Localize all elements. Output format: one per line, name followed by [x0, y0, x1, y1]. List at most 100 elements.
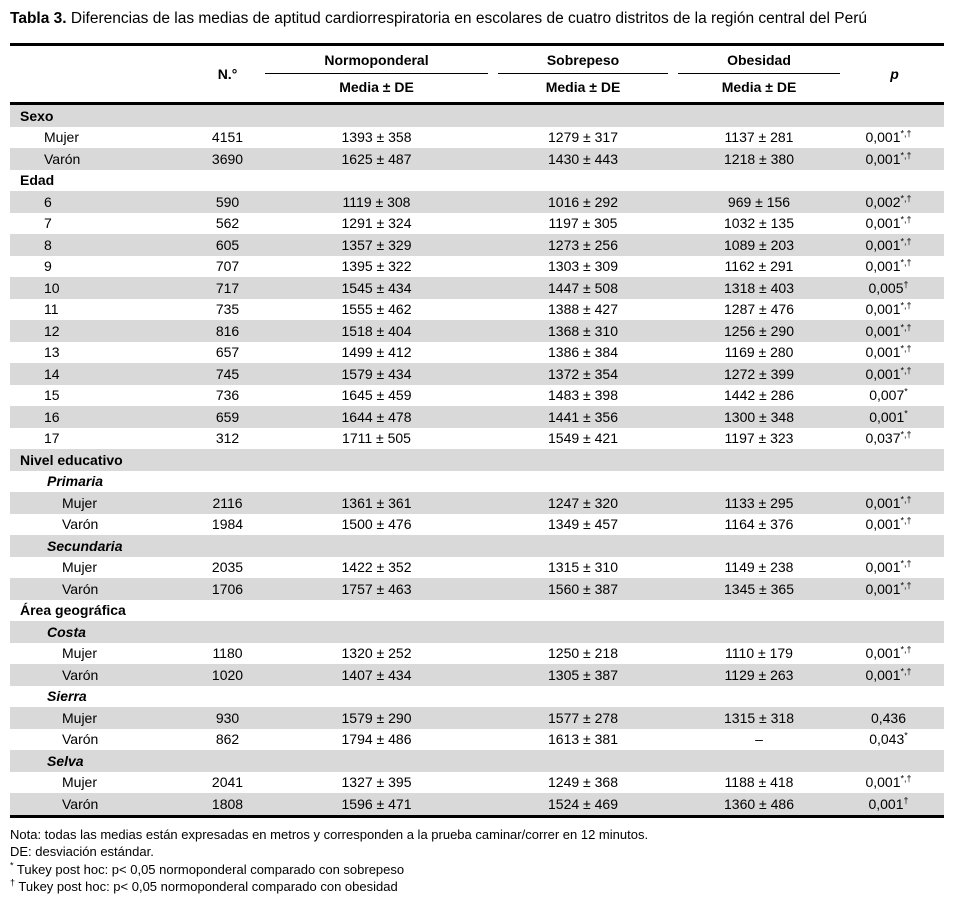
section-header-row: Nivel educativo: [10, 449, 944, 471]
n-value: 657: [215, 344, 240, 361]
obesidad-value: 1287 ± 476: [724, 301, 794, 318]
table-row: Varón 3690 1625 ± 487 1430 ± 443 1218 ± 380 0…: [10, 148, 944, 170]
row-label: Sexo: [20, 107, 54, 124]
table-row: 9 707 1395 ± 322 1303 ± 309 1162 ± 291 0,001*…: [10, 256, 944, 278]
row-label: Selva: [47, 752, 84, 769]
sobrepeso-value: 1388 ± 427: [548, 301, 618, 318]
n-value: 312: [215, 430, 240, 447]
section-header-row: Área geográfica: [10, 600, 944, 622]
p-value: 0,001*,†: [865, 494, 912, 511]
subsection-header-row: Selva: [10, 750, 944, 772]
table-row: 7 562 1291 ± 324 1197 ± 305 1032 ± 135 0,001*…: [10, 213, 944, 235]
normoponderal-value: 1711 ± 505: [342, 430, 411, 447]
p-value: 0,007*: [869, 386, 908, 404]
sobrepeso-value: 1549 ± 421: [548, 430, 618, 447]
n-value: 736: [215, 387, 240, 404]
n-value: 1020: [211, 666, 244, 683]
p-value: 0,001*,†: [865, 343, 912, 361]
obesidad-value: 1315 ± 318: [724, 709, 794, 726]
p-value: 0,001*,†: [865, 322, 912, 339]
row-label: Mujer: [62, 709, 98, 726]
obesidad-value: 969 ± 156: [727, 193, 791, 210]
obesidad-value: 1256 ± 290: [724, 322, 794, 339]
note-line: Nota: todas las medias están expresadas …: [10, 826, 649, 842]
col-header-obesidad: Obesidad: [673, 45, 845, 74]
sobrepeso-value: 1303 ± 309: [548, 258, 618, 275]
table-row: 6 590 1119 ± 308 1016 ± 292 969 ± 156 0,002*,…: [10, 191, 944, 213]
n-value: 605: [215, 236, 240, 253]
obesidad-value: 1169 ± 280: [724, 344, 794, 361]
n-value: 816: [215, 322, 240, 339]
n-value: 745: [215, 365, 240, 382]
p-value: 0,436: [870, 709, 907, 726]
table-row: Mujer 2041 1327 ± 395 1249 ± 368 1188 ± 418 0…: [10, 772, 944, 794]
normoponderal-value: 1291 ± 324: [341, 215, 412, 232]
p-value: 0,001*: [869, 408, 908, 425]
row-label: 9: [44, 258, 52, 275]
n-value: 1180: [212, 645, 243, 662]
sobrepeso-value: 1441 ± 356: [548, 408, 618, 425]
row-label: Secundaria: [47, 537, 123, 554]
row-label: Varón: [62, 580, 99, 597]
p-value: 0,037*,†: [865, 429, 912, 447]
n-value: 862: [215, 731, 240, 748]
sobrepeso-value: 1372 ± 354: [548, 365, 618, 382]
n-value: 562: [215, 215, 240, 232]
obesidad-value: 1137 ± 281: [724, 129, 794, 146]
row-label: 14: [44, 365, 60, 382]
normoponderal-value: 1320 ± 252: [341, 645, 412, 662]
normoponderal-value: 1327 ± 395: [341, 774, 412, 791]
n-value: 2041: [211, 774, 244, 791]
table-row: 15 736 1645 ± 459 1483 ± 398 1442 ± 286 0,007…: [10, 385, 944, 407]
n-value: 1984: [211, 516, 244, 533]
row-label: 15: [44, 387, 60, 404]
row-label: Sierra: [47, 688, 87, 705]
table-row: 17 312 1711 ± 505 1549 ± 421 1197 ± 323 0,037…: [10, 428, 944, 450]
sobrepeso-value: 1247 ± 320: [548, 494, 618, 511]
row-label: 10: [44, 279, 60, 296]
table-row: Mujer 2116 1361 ± 361 1247 ± 320 1133 ± 295 0…: [10, 492, 944, 514]
row-label: Mujer: [62, 494, 98, 511]
p-value: 0,001*,†: [865, 773, 912, 791]
row-label: Varón: [62, 666, 99, 683]
stats-table: N.° Normoponderal Sobrepeso Obesidad p M…: [10, 43, 944, 818]
p-value: 0,001*,†: [865, 257, 912, 275]
obesidad-value: 1110 ± 179: [725, 645, 793, 662]
normoponderal-value: 1579 ± 434: [341, 365, 412, 382]
obesidad-value: 1162 ± 291: [724, 258, 794, 275]
note-line: † Tukey post hoc: p< 0,05 normoponderal …: [10, 877, 398, 894]
table-row: Varón 1808 1596 ± 471 1524 ± 469 1360 ± 486 0…: [10, 793, 944, 816]
p-value: 0,043*: [869, 730, 908, 748]
normoponderal-value: 1555 ± 462: [341, 301, 412, 318]
row-label: 12: [44, 322, 60, 339]
n-value: 735: [215, 301, 240, 318]
table-row: 8 605 1357 ± 329 1273 ± 256 1089 ± 203 0,001*…: [10, 234, 944, 256]
n-value: 717: [215, 279, 240, 296]
sobrepeso-value: 1273 ± 256: [548, 236, 618, 253]
row-label: Primaria: [47, 473, 104, 490]
note-line: * Tukey post hoc: p< 0,05 normoponderal …: [10, 860, 405, 877]
n-value: 1808: [211, 795, 244, 812]
row-label: Edad: [20, 172, 55, 189]
row-label: Varón: [62, 731, 99, 748]
p-value: 0,001*,†: [865, 666, 912, 683]
col-header-p: p: [845, 44, 944, 105]
p-value: 0,001*,†: [865, 300, 912, 318]
subheader-media-de-2: Media ± DE: [493, 74, 673, 105]
row-label: Mujer: [62, 645, 98, 662]
table-header: N.° Normoponderal Sobrepeso Obesidad p M…: [10, 44, 944, 105]
row-label: 16: [44, 408, 60, 425]
normoponderal-value: 1407 ± 434: [341, 666, 412, 683]
normoponderal-value: 1357 ± 329: [341, 236, 412, 253]
table-row: Mujer 4151 1393 ± 358 1279 ± 317 1137 ± 281 0…: [10, 127, 944, 149]
n-value: 3690: [211, 150, 244, 167]
subheader-media-de-3: Media ± DE: [673, 74, 845, 105]
row-label: 13: [44, 344, 60, 361]
p-value: 0,001*,†: [865, 644, 912, 662]
table-row: 10 717 1545 ± 434 1447 ± 508 1318 ± 403 0,005…: [10, 277, 944, 299]
p-value: 0,001*,†: [865, 150, 912, 167]
p-value: 0,001*,†: [865, 558, 912, 576]
table-row: 13 657 1499 ± 412 1386 ± 384 1169 ± 280 0,001…: [10, 342, 944, 364]
sobrepeso-value: 1315 ± 310: [548, 559, 618, 576]
table-row: 14 745 1579 ± 434 1372 ± 354 1272 ± 399 0,001…: [10, 363, 944, 385]
